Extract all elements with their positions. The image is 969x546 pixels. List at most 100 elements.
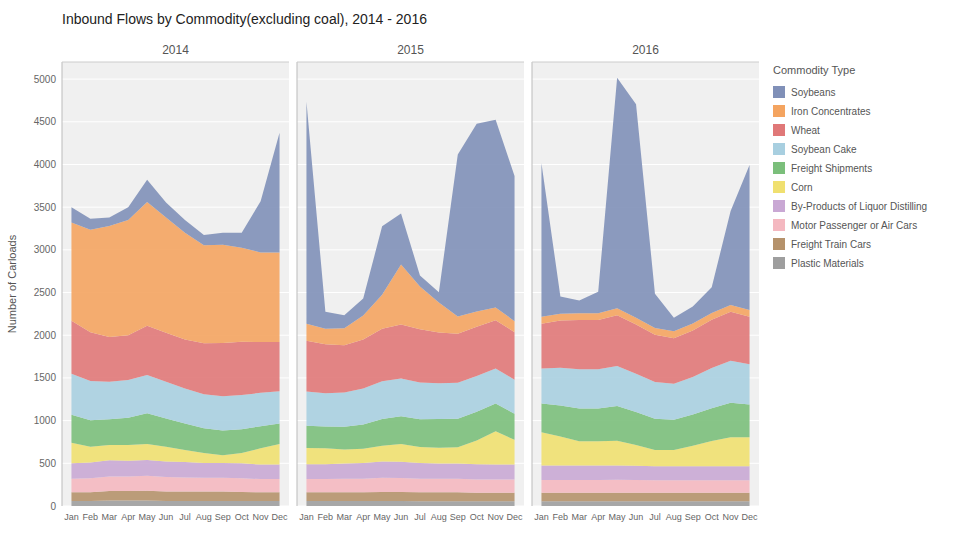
y-tick-label: 1000 bbox=[34, 415, 57, 426]
areas bbox=[306, 102, 514, 506]
legend-label: Corn bbox=[791, 182, 813, 193]
x-tick-label: Sep bbox=[685, 512, 701, 522]
legend-label: Plastic Materials bbox=[791, 258, 864, 269]
x-tick-label: Nov bbox=[488, 512, 505, 522]
y-axis-label: Number of Carloads bbox=[6, 234, 18, 333]
top-border bbox=[297, 62, 524, 63]
x-tick-label: Aug bbox=[431, 512, 447, 522]
x-tick-label: Sep bbox=[215, 512, 231, 522]
x-tick-label: May bbox=[139, 512, 157, 522]
x-tick-label: Apr bbox=[356, 512, 370, 522]
x-tick-label: Jul bbox=[414, 512, 426, 522]
area bbox=[541, 501, 749, 506]
x-tick-label: Mar bbox=[102, 512, 118, 522]
legend-swatch bbox=[773, 238, 785, 250]
area bbox=[541, 465, 749, 480]
panel: JanFebMarAprMayJunJulAugSepOctNovDec2015 bbox=[297, 43, 524, 522]
x-tick-label: Sep bbox=[450, 512, 466, 522]
grid-line bbox=[532, 79, 759, 80]
grid-line bbox=[297, 79, 524, 80]
x-tick-label: Jul bbox=[649, 512, 661, 522]
x-tick-label: Jan bbox=[534, 512, 549, 522]
x-tick-label: Jul bbox=[179, 512, 191, 522]
chart: 0500100015002000250030003500400045005000… bbox=[0, 0, 969, 546]
legend-label: Freight Shipments bbox=[791, 163, 872, 174]
panel: JanFebMarAprMayJunJulAugSepOctNovDec2016 bbox=[532, 43, 759, 522]
y-axis-line bbox=[532, 62, 533, 506]
x-tick-label: Mar bbox=[337, 512, 353, 522]
x-tick-label: Oct bbox=[235, 512, 250, 522]
legend-label: Soybean Cake bbox=[791, 144, 857, 155]
y-tick-label: 4500 bbox=[34, 116, 57, 127]
grid-line bbox=[532, 164, 759, 165]
area bbox=[71, 500, 279, 506]
x-tick-label: May bbox=[609, 512, 627, 522]
legend-label: Motor Passenger or Air Cars bbox=[791, 220, 917, 231]
legend-label: Iron Concentrates bbox=[791, 106, 871, 117]
x-tick-label: Feb bbox=[83, 512, 99, 522]
legend-swatch bbox=[773, 105, 785, 117]
grid-line bbox=[62, 79, 289, 80]
x-tick-label: Feb bbox=[318, 512, 334, 522]
legend-label: Soybeans bbox=[791, 87, 835, 98]
background bbox=[0, 0, 969, 546]
panel: 0500100015002000250030003500400045005000… bbox=[34, 43, 289, 522]
grid-line bbox=[62, 164, 289, 165]
legend-swatch bbox=[773, 200, 785, 212]
grid-line bbox=[532, 121, 759, 122]
x-tick-label: Nov bbox=[723, 512, 740, 522]
x-tick-label: Feb bbox=[553, 512, 569, 522]
x-tick-label: Nov bbox=[253, 512, 270, 522]
legend-swatch bbox=[773, 257, 785, 269]
x-tick-label: Dec bbox=[507, 512, 524, 522]
x-tick-label: Aug bbox=[196, 512, 212, 522]
x-tick-label: Mar bbox=[572, 512, 588, 522]
area bbox=[541, 480, 749, 493]
legend-swatch bbox=[773, 143, 785, 155]
x-tick-label: Jan bbox=[299, 512, 314, 522]
plot-background bbox=[62, 62, 289, 506]
area bbox=[306, 501, 514, 506]
x-tick-label: Jun bbox=[394, 512, 409, 522]
title: Inbound Flows by Commodity(excluding coa… bbox=[62, 11, 427, 27]
grid-line bbox=[62, 121, 289, 122]
y-tick-label: 4000 bbox=[34, 159, 57, 170]
x-tick-label: Apr bbox=[591, 512, 605, 522]
area bbox=[306, 102, 514, 329]
area bbox=[71, 133, 279, 253]
x-tick-label: May bbox=[374, 512, 392, 522]
grid-line bbox=[62, 207, 289, 208]
y-axis-line bbox=[297, 62, 298, 506]
legend-swatch bbox=[773, 181, 785, 193]
legend-swatch bbox=[773, 219, 785, 231]
legend-swatch bbox=[773, 124, 785, 136]
x-tick-label: Dec bbox=[742, 512, 759, 522]
x-tick-label: Jun bbox=[629, 512, 644, 522]
x-tick-label: Oct bbox=[470, 512, 485, 522]
area bbox=[541, 493, 749, 502]
legend-label: Freight Train Cars bbox=[791, 239, 871, 250]
y-tick-label: 2500 bbox=[34, 287, 57, 298]
subtitle: 2014 bbox=[162, 43, 189, 57]
legend-swatch bbox=[773, 162, 785, 174]
x-tick-label: Jun bbox=[159, 512, 174, 522]
plot-background bbox=[532, 62, 759, 506]
y-tick-label: 3500 bbox=[34, 202, 57, 213]
area bbox=[541, 78, 749, 331]
areas bbox=[541, 78, 749, 506]
legend: Commodity Type Soybeans Iron Concentrates W… bbox=[773, 64, 927, 269]
y-tick-label: 3000 bbox=[34, 244, 57, 255]
x-tick-label: Jan bbox=[64, 512, 79, 522]
y-tick-label: 0 bbox=[50, 501, 56, 512]
x-tick-label: Oct bbox=[705, 512, 720, 522]
legend-label: Wheat bbox=[791, 125, 820, 136]
x-tick-label: Aug bbox=[666, 512, 682, 522]
area bbox=[306, 492, 514, 501]
y-tick-label: 1500 bbox=[34, 372, 57, 383]
top-border bbox=[532, 62, 759, 63]
area bbox=[71, 491, 279, 501]
y-axis-line bbox=[62, 62, 63, 506]
legend-swatch bbox=[773, 86, 785, 98]
plot-background bbox=[297, 62, 524, 506]
legend-title: Commodity Type bbox=[773, 64, 855, 76]
